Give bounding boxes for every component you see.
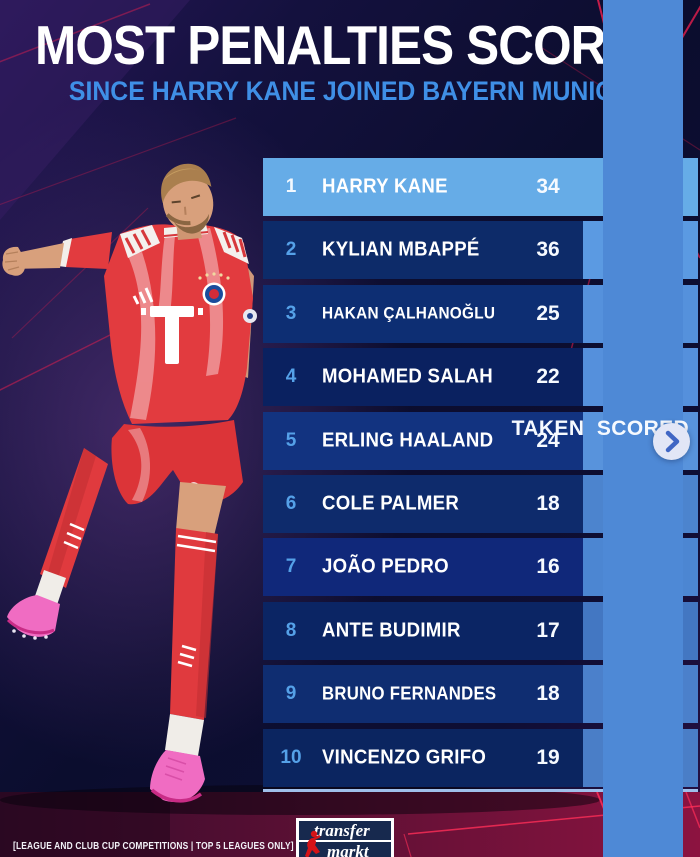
taken-value: 18 bbox=[536, 682, 560, 706]
player-name: VINCENZO GRIFO bbox=[322, 746, 487, 769]
player-name: ERLING HAALAND bbox=[322, 429, 494, 452]
player-name: JOÃO PEDRO bbox=[322, 555, 449, 578]
column-header-taken: TAKEN bbox=[511, 416, 585, 440]
taken-value: 19 bbox=[536, 745, 560, 769]
player-name: HAKAN ÇALHANOĞLU bbox=[322, 304, 496, 323]
player-name: MOHAMED SALAH bbox=[322, 365, 494, 388]
player-name: BRUNO FERNANDES bbox=[322, 683, 497, 704]
table-underline bbox=[263, 789, 698, 792]
rank: 4 bbox=[285, 366, 297, 388]
taken-value: 22 bbox=[536, 365, 560, 389]
logo-text-transfer: transfer bbox=[299, 821, 391, 842]
footnote: [LEAGUE AND CLUB CUP COMPETITIONS | TOP … bbox=[13, 841, 294, 852]
chevron-right-icon bbox=[665, 430, 680, 453]
rank: 8 bbox=[285, 619, 297, 641]
rank: 9 bbox=[285, 683, 297, 705]
player-name: COLE PALMER bbox=[322, 492, 460, 515]
logo-kicker-icon bbox=[305, 830, 321, 857]
rank: 10 bbox=[280, 746, 302, 768]
taken-value: 34 bbox=[536, 175, 560, 198]
next-button[interactable] bbox=[653, 423, 690, 460]
rank: 6 bbox=[285, 492, 297, 514]
rank: 2 bbox=[285, 239, 297, 261]
rank: 1 bbox=[285, 176, 297, 197]
rank: 5 bbox=[285, 429, 297, 451]
taken-value: 18 bbox=[536, 491, 560, 515]
page-subtitle: SINCE HARRY KANE JOINED BAYERN MUNICH bbox=[68, 76, 632, 106]
player-name: HARRY KANE bbox=[322, 175, 448, 198]
logo-text-markt: markt bbox=[327, 842, 369, 857]
transfermarkt-logo: transfer markt bbox=[296, 818, 394, 857]
taken-value: 17 bbox=[536, 618, 560, 642]
player-photo: 9 bbox=[2, 163, 257, 803]
taken-value: 36 bbox=[536, 238, 560, 262]
taken-value: 25 bbox=[536, 301, 560, 325]
rank: 7 bbox=[285, 556, 297, 578]
taken-value: 24 bbox=[536, 428, 560, 452]
page-title: MOST PENALTIES SCORED bbox=[35, 14, 673, 76]
player-name: KYLIAN MBAPPÉ bbox=[322, 238, 480, 261]
rank: 3 bbox=[285, 302, 297, 324]
player-name: ANTE BUDIMIR bbox=[322, 619, 461, 642]
taken-value: 16 bbox=[536, 555, 560, 579]
